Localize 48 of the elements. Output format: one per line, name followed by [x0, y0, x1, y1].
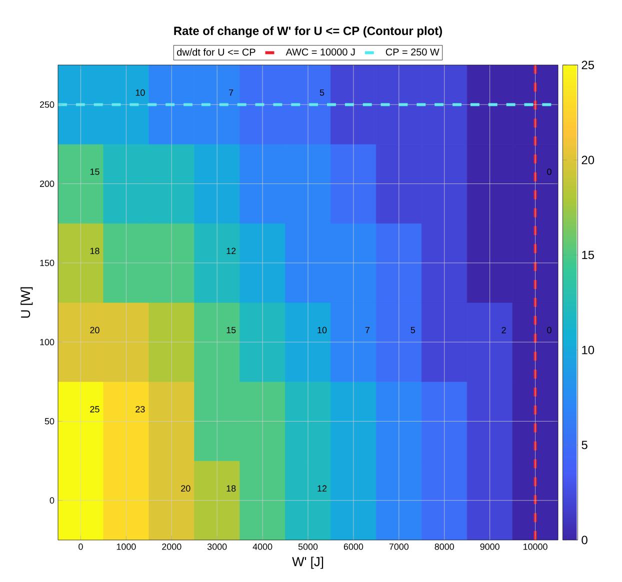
color-bar-label: 25 — [582, 60, 594, 70]
y-tick-label: 100 — [40, 338, 54, 346]
x-tick-label: 4000 — [252, 544, 272, 550]
color-bar-label: 0 — [582, 536, 588, 544]
y-tick-label: 250 — [40, 101, 54, 108]
data-label: 15 — [90, 168, 100, 175]
color-bar-label: 10 — [582, 346, 594, 354]
data-label: 20 — [90, 326, 100, 334]
x-tick-label: 0 — [78, 544, 83, 550]
x-tick-label: 8000 — [434, 544, 454, 550]
x-tick-label: 2000 — [162, 544, 182, 550]
color-bar-label: 5 — [582, 440, 588, 450]
y-tick-label: 0 — [50, 497, 54, 504]
data-label: 10 — [136, 89, 145, 96]
data-label: 10 — [318, 326, 327, 334]
color-bar-label: 20 — [582, 156, 594, 164]
data-label: 0 — [547, 326, 552, 334]
data-label: 7 — [365, 326, 370, 334]
legend-title: dw/dt for U <= CP — [177, 48, 256, 56]
y-axis-title: U [W] — [20, 287, 33, 318]
data-label: 12 — [226, 248, 236, 254]
data-label: 15 — [226, 326, 236, 334]
data-label: 7 — [229, 89, 234, 96]
data-label: 5 — [410, 326, 416, 334]
y-tick-label: 150 — [40, 260, 54, 266]
data-label: 18 — [90, 248, 100, 254]
data-label: 18 — [226, 485, 236, 492]
x-tick-label: 3000 — [207, 544, 227, 550]
legend-label: AWC = 10000 J — [286, 48, 355, 56]
legend-label: CP = 250 W — [386, 48, 440, 56]
x-tick-label: 6000 — [344, 544, 364, 550]
data-label: 5 — [320, 89, 324, 96]
x-tick-label: 5000 — [298, 544, 318, 550]
x-tick-label: 1000 — [116, 544, 136, 550]
data-label: 23 — [136, 406, 145, 412]
x-tick-label: 10000 — [524, 544, 548, 550]
color-bar-label: 15 — [582, 250, 594, 260]
x-axis-title: W' [J] — [292, 556, 324, 569]
chart-title: Rate of change of W' for U <= CP (Contour plot) — [174, 26, 442, 38]
x-tick-label: 7000 — [389, 544, 409, 550]
y-tick-label: 50 — [44, 418, 54, 424]
data-label: 20 — [181, 485, 190, 492]
data-label: 2 — [502, 326, 506, 334]
data-label: 12 — [318, 485, 327, 492]
data-label: 25 — [90, 406, 100, 412]
y-tick-label: 200 — [40, 180, 54, 187]
data-label: 0 — [547, 168, 552, 175]
x-tick-label: 9000 — [480, 544, 500, 550]
